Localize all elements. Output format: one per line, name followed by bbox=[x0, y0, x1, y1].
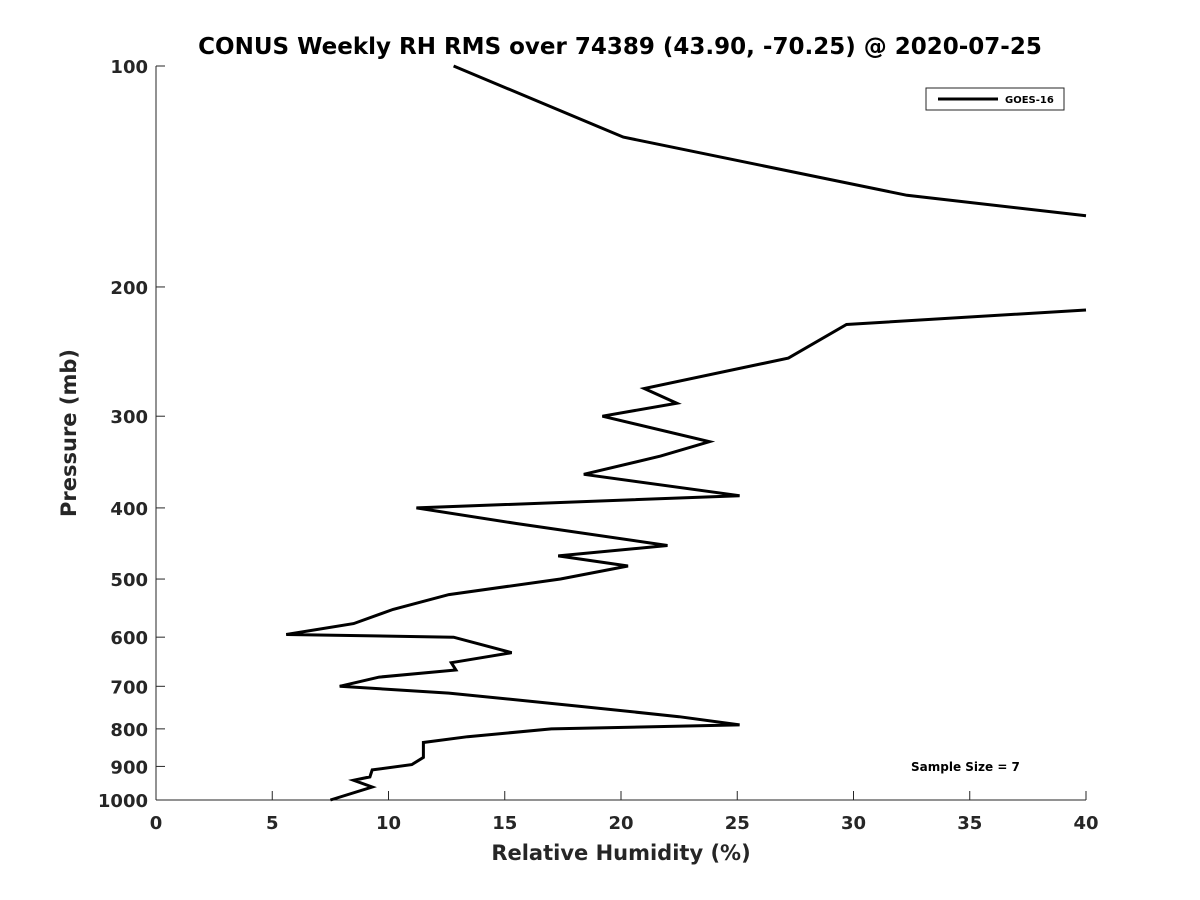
y-axis-ticks: 100 200 300 400 500 600 700 800 900 1000 bbox=[98, 57, 165, 812]
x-tick-label: 40 bbox=[1073, 813, 1098, 834]
x-tick-label: 15 bbox=[492, 813, 517, 834]
y-tick-label: 400 bbox=[110, 499, 148, 520]
legend-label-goes-16: GOES-16 bbox=[1005, 95, 1054, 106]
y-tick-label: 500 bbox=[110, 570, 148, 591]
y-axis-label: Pressure (mb) bbox=[57, 349, 81, 517]
x-tick-label: 10 bbox=[376, 813, 401, 834]
y-tick-label: 700 bbox=[110, 677, 148, 698]
x-tick-label: 20 bbox=[608, 813, 633, 834]
x-tick-label: 25 bbox=[725, 813, 750, 834]
x-tick-label: 0 bbox=[150, 813, 163, 834]
plot-area: 0 5 10 15 20 25 30 35 40 100 200 300 400 500 600 700 80… bbox=[98, 57, 1099, 834]
chart-title: CONUS Weekly RH RMS over 74389 (43.90, -… bbox=[198, 34, 1042, 60]
y-tick-label: 800 bbox=[110, 720, 148, 741]
x-axis-ticks: 0 5 10 15 20 25 30 35 40 bbox=[150, 791, 1099, 834]
sample-size-annotation: Sample Size = 7 bbox=[911, 760, 1020, 774]
x-tick-label: 30 bbox=[841, 813, 866, 834]
series-line-goes-16 bbox=[285, 64, 1087, 802]
y-tick-label: 900 bbox=[110, 757, 148, 778]
x-axis-label: Relative Humidity (%) bbox=[491, 841, 750, 865]
y-tick-label: 200 bbox=[110, 278, 148, 299]
y-tick-label: 300 bbox=[110, 407, 148, 428]
x-tick-label: 35 bbox=[957, 813, 982, 834]
legend: GOES-16 bbox=[925, 87, 1065, 111]
y-tick-label: 100 bbox=[110, 57, 148, 78]
y-tick-label: 600 bbox=[110, 628, 148, 649]
y-tick-label: 1000 bbox=[98, 791, 148, 812]
series-layer bbox=[285, 64, 1087, 802]
x-tick-label: 5 bbox=[266, 813, 279, 834]
